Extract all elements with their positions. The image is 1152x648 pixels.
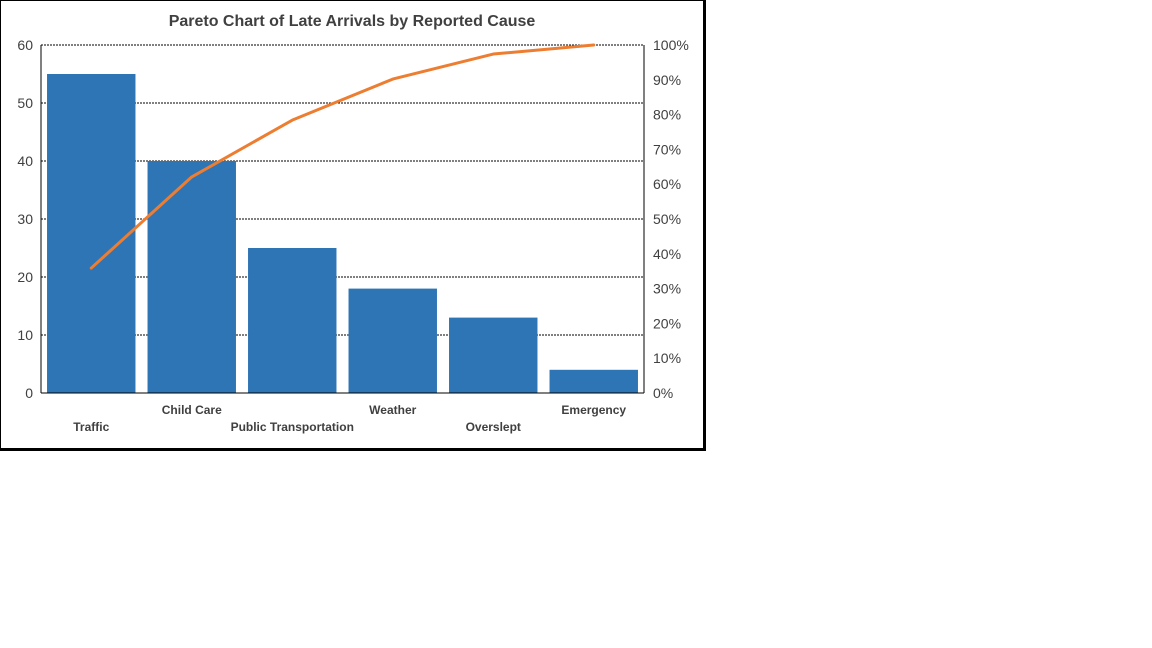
y-tick-label: 50 [17,95,33,111]
y2-tick-label: 30% [653,281,681,297]
y2-tick-label: 10% [653,350,681,366]
y2-tick-label: 60% [653,176,681,192]
x-tick-label: Overslept [466,420,521,434]
chart-title: Pareto Chart of Late Arrivals by Reporte… [169,13,536,30]
y2-tick-label: 20% [653,315,681,331]
y2-tick-label: 90% [653,72,681,88]
bar [47,74,136,393]
y-tick-label: 0 [25,385,33,401]
x-tick-label: Weather [369,403,416,417]
cumulative-line [89,43,596,270]
x-tick-label: Public Transportation [231,420,354,434]
bar [147,161,236,393]
y2-tick-label: 70% [653,141,681,157]
y2-tick-label: 80% [653,107,681,123]
y-tick-label: 20 [17,269,33,285]
x-tick-label: Traffic [73,420,109,434]
y2-tick-label: 40% [653,246,681,262]
y2-tick-label: 0% [653,385,673,401]
x-tick-label: Emergency [561,403,626,417]
y-tick-label: 60 [17,37,33,53]
y2-tick-label: 50% [653,211,681,227]
bar [449,317,538,393]
y-tick-label: 10 [17,327,33,343]
y-tick-label: 40 [17,153,33,169]
y2-tick-label: 100% [653,37,689,53]
pareto-chart: Pareto Chart of Late Arrivals by Reporte… [17,13,689,434]
bar [549,369,638,393]
chart-frame: Pareto Chart of Late Arrivals by Reporte… [0,0,706,451]
bar [348,288,437,393]
y-tick-label: 30 [17,211,33,227]
bar [248,248,337,393]
x-tick-label: Child Care [162,403,222,417]
